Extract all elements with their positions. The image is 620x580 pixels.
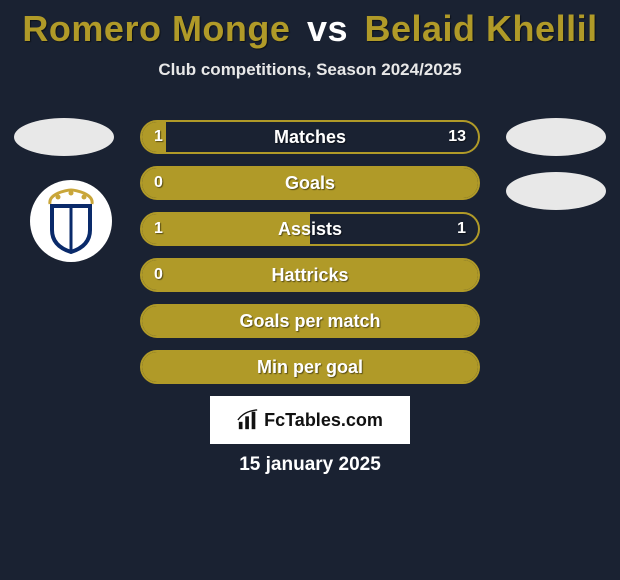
player2-photo-placeholder <box>506 118 606 156</box>
player1-photo-placeholder <box>14 118 114 156</box>
stat-bars: Matches113Goals0Assists11Hattricks0Goals… <box>140 120 480 396</box>
bar-chart-icon <box>237 409 259 431</box>
player2-club-placeholder <box>506 172 606 210</box>
subtitle: Club competitions, Season 2024/2025 <box>0 60 620 80</box>
comparison-title: Romero Monge vs Belaid Khellil <box>0 0 620 50</box>
stat-label: Min per goal <box>142 352 478 382</box>
stat-value-left: 1 <box>154 214 163 244</box>
stat-row: Goals0 <box>140 166 480 200</box>
logo-text: FcTables.com <box>264 410 383 431</box>
player1-name: Romero Monge <box>22 8 290 49</box>
stat-label: Goals per match <box>142 306 478 336</box>
footer-date: 15 january 2025 <box>0 454 620 476</box>
stat-row: Assists1 1 <box>140 212 480 246</box>
fctables-logo: FcTables.com <box>210 396 410 444</box>
shield-icon <box>44 188 98 254</box>
stat-value-right: 1 <box>457 214 466 244</box>
stat-value-left: 1 <box>154 122 163 152</box>
stat-label: Assists <box>142 214 478 244</box>
stat-label: Hattricks <box>142 260 478 290</box>
player2-name: Belaid Khellil <box>365 8 598 49</box>
stat-label: Matches <box>142 122 478 152</box>
stat-value-left: 0 <box>154 260 163 290</box>
stat-row: Matches1 13 <box>140 120 480 154</box>
vs-text: vs <box>307 8 348 49</box>
stat-row: Min per goal <box>140 350 480 384</box>
player1-club-badge <box>30 180 112 262</box>
stat-row: Goals per match <box>140 304 480 338</box>
stat-label: Goals <box>142 168 478 198</box>
stat-value-left: 0 <box>154 168 163 198</box>
stat-value-right: 13 <box>448 122 466 152</box>
stat-row: Hattricks0 <box>140 258 480 292</box>
